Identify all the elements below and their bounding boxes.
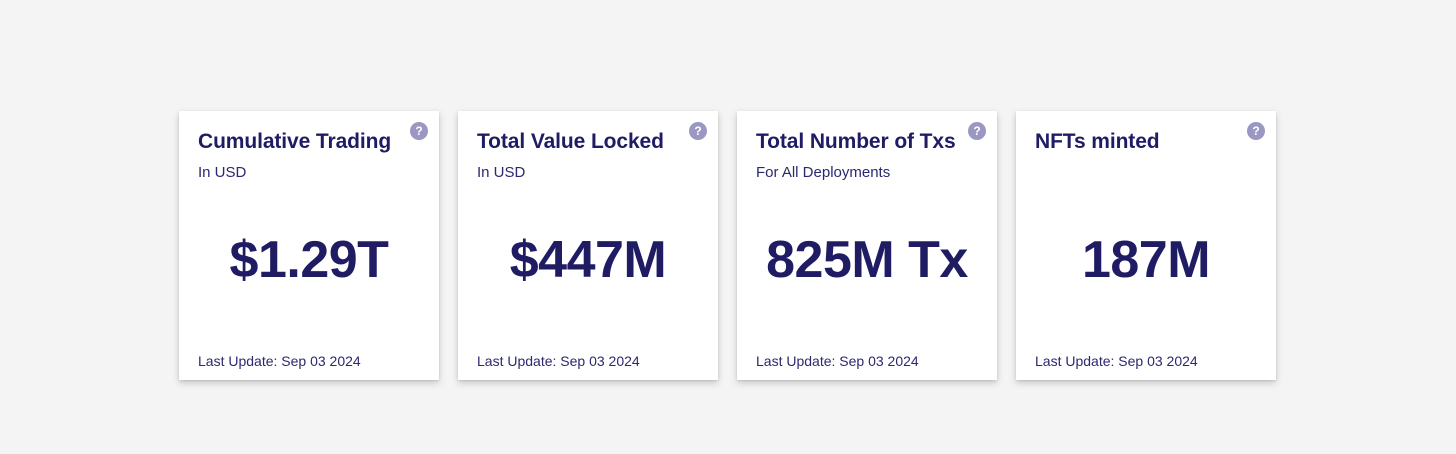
card-subtitle: For All Deployments — [756, 164, 891, 181]
question-mark-circle-icon[interactable]: ? — [1247, 122, 1265, 140]
card-value: 825M Tx — [766, 231, 968, 289]
stat-card-cumulative-trading: Cumulative Trading In USD ? $1.29T Last … — [179, 111, 439, 380]
card-subtitle: In USD — [477, 164, 526, 181]
stat-card-nfts-minted: NFTs minted ? 187M Last Update: Sep 03 2… — [1016, 111, 1276, 380]
stats-cards-row: Cumulative Trading In USD ? $1.29T Last … — [179, 111, 1276, 380]
stat-card-total-number-of-txs: Total Number of Txs For All Deployments … — [737, 111, 997, 380]
question-mark-circle-icon[interactable]: ? — [689, 122, 707, 140]
stat-card-total-value-locked: Total Value Locked In USD ? $447M Last U… — [458, 111, 718, 380]
card-last-update: Last Update: Sep 03 2024 — [198, 353, 361, 369]
card-title: Total Value Locked — [477, 130, 664, 153]
card-title: Cumulative Trading — [198, 130, 392, 153]
card-value: 187M — [1081, 231, 1211, 289]
card-last-update: Last Update: Sep 03 2024 — [1035, 353, 1198, 369]
card-value: $1.29T — [229, 231, 389, 289]
card-last-update: Last Update: Sep 03 2024 — [477, 353, 640, 369]
question-mark-circle-icon[interactable]: ? — [410, 122, 428, 140]
card-subtitle: In USD — [198, 164, 247, 181]
card-last-update: Last Update: Sep 03 2024 — [756, 353, 919, 369]
card-value: $447M — [509, 231, 667, 289]
card-title: Total Number of Txs — [756, 130, 956, 153]
card-title: NFTs minted — [1035, 130, 1160, 153]
question-mark-circle-icon[interactable]: ? — [968, 122, 986, 140]
